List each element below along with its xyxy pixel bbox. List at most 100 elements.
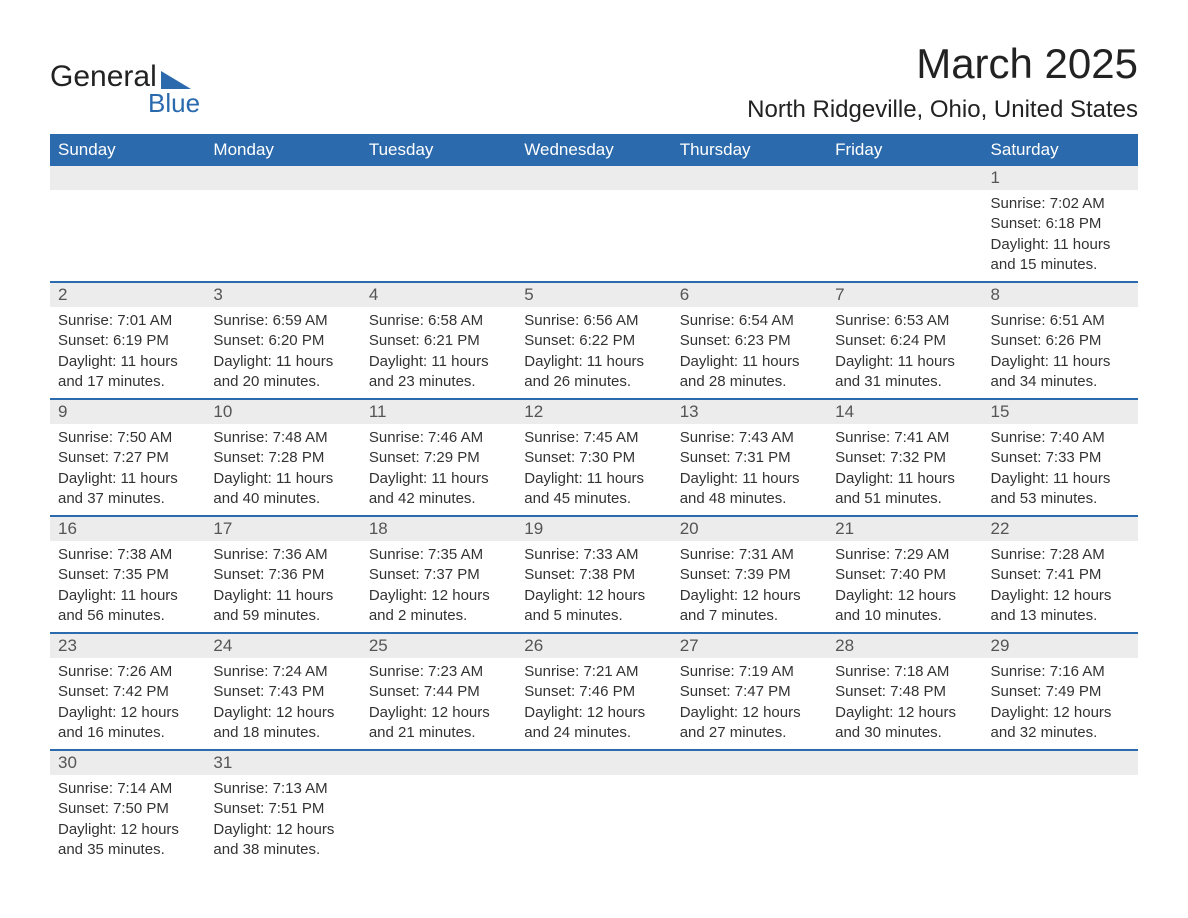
day-info-line: Sunset: 6:21 PM — [369, 331, 508, 351]
daynum-row: 16171819202122 — [50, 516, 1138, 541]
day-header: Sunday — [50, 134, 205, 166]
day-info-line: Daylight: 11 hours — [58, 586, 197, 606]
day-info-line: Sunrise: 7:23 AM — [369, 662, 508, 682]
day-number: 24 — [205, 634, 360, 658]
day-info-line: Daylight: 11 hours — [369, 352, 508, 372]
day-info-line: Sunrise: 7:14 AM — [58, 779, 197, 799]
day-number: 4 — [361, 283, 516, 307]
day-info-line: Sunrise: 6:56 AM — [524, 311, 663, 331]
day-info-line: Daylight: 11 hours — [991, 235, 1130, 255]
day-info-line: Daylight: 11 hours — [58, 469, 197, 489]
day-info-line — [835, 779, 974, 799]
day-info-line: Sunrise: 7:18 AM — [835, 662, 974, 682]
day-number: 28 — [827, 634, 982, 658]
day-info-line: Daylight: 12 hours — [369, 586, 508, 606]
day-number: 30 — [50, 751, 205, 775]
day-number: 11 — [361, 400, 516, 424]
week-row: Sunrise: 7:38 AMSunset: 7:35 PMDaylight:… — [50, 541, 1138, 633]
day-cell-content: Sunrise: 7:14 AMSunset: 7:50 PMDaylight:… — [50, 775, 205, 866]
day-cell-content — [827, 190, 982, 281]
day-cell-content: Sunrise: 7:46 AMSunset: 7:29 PMDaylight:… — [361, 424, 516, 515]
day-info-line — [835, 820, 974, 840]
day-info-line: Daylight: 11 hours — [991, 469, 1130, 489]
day-number: 16 — [50, 517, 205, 541]
day-info-line — [369, 840, 508, 860]
day-info-line: and 59 minutes. — [213, 606, 352, 626]
day-info-line — [835, 840, 974, 860]
daynum-row: 2345678 — [50, 282, 1138, 307]
day-number — [827, 166, 982, 190]
day-number: 29 — [983, 634, 1138, 658]
day-info-line — [524, 840, 663, 860]
day-info-line: Sunset: 7:30 PM — [524, 448, 663, 468]
day-info-line: and 56 minutes. — [58, 606, 197, 626]
day-info-line: and 38 minutes. — [213, 840, 352, 860]
day-info-line — [524, 194, 663, 214]
day-info-line: and 24 minutes. — [524, 723, 663, 743]
day-cell-content — [516, 190, 671, 281]
day-info-line: and 20 minutes. — [213, 372, 352, 392]
day-info-line — [680, 255, 819, 275]
day-info-line: Sunset: 7:51 PM — [213, 799, 352, 819]
day-number: 12 — [516, 400, 671, 424]
day-info-line: Sunset: 7:29 PM — [369, 448, 508, 468]
day-info-line: Sunrise: 6:53 AM — [835, 311, 974, 331]
day-info-line: Sunrise: 7:21 AM — [524, 662, 663, 682]
day-info-line: Daylight: 12 hours — [835, 586, 974, 606]
day-number: 15 — [983, 400, 1138, 424]
day-info-line: and 40 minutes. — [213, 489, 352, 509]
day-info-line: Sunrise: 6:59 AM — [213, 311, 352, 331]
day-number: 27 — [672, 634, 827, 658]
day-info-line: Sunrise: 7:31 AM — [680, 545, 819, 565]
day-info-line — [524, 799, 663, 819]
day-cell-content: Sunrise: 7:31 AMSunset: 7:39 PMDaylight:… — [672, 541, 827, 632]
day-number: 3 — [205, 283, 360, 307]
day-info-line: Daylight: 12 hours — [991, 703, 1130, 723]
day-info-line — [524, 214, 663, 234]
triangle-icon — [161, 71, 191, 89]
day-header: Monday — [205, 134, 360, 166]
day-info-line — [369, 214, 508, 234]
day-info-line: Sunset: 7:39 PM — [680, 565, 819, 585]
day-info-line — [369, 779, 508, 799]
day-info-line: Daylight: 12 hours — [524, 703, 663, 723]
day-info-line: and 34 minutes. — [991, 372, 1130, 392]
daynum-row: 1 — [50, 166, 1138, 190]
day-info-line: Sunrise: 7:43 AM — [680, 428, 819, 448]
day-cell-content: Sunrise: 7:01 AMSunset: 6:19 PMDaylight:… — [50, 307, 205, 398]
day-number: 22 — [983, 517, 1138, 541]
day-cell-content: Sunrise: 7:23 AMSunset: 7:44 PMDaylight:… — [361, 658, 516, 749]
day-number — [361, 751, 516, 775]
day-cell-content: Sunrise: 6:54 AMSunset: 6:23 PMDaylight:… — [672, 307, 827, 398]
day-info-line — [835, 255, 974, 275]
day-number: 8 — [983, 283, 1138, 307]
day-number: 14 — [827, 400, 982, 424]
day-info-line: Daylight: 11 hours — [835, 352, 974, 372]
day-number: 13 — [672, 400, 827, 424]
day-number — [672, 166, 827, 190]
day-cell-content: Sunrise: 7:19 AMSunset: 7:47 PMDaylight:… — [672, 658, 827, 749]
day-info-line: Sunrise: 7:48 AM — [213, 428, 352, 448]
day-info-line — [680, 820, 819, 840]
day-info-line: Daylight: 12 hours — [58, 820, 197, 840]
day-info-line: and 13 minutes. — [991, 606, 1130, 626]
day-info-line — [524, 235, 663, 255]
day-info-line — [213, 235, 352, 255]
day-cell-content — [205, 190, 360, 281]
day-info-line: Sunrise: 7:16 AM — [991, 662, 1130, 682]
day-info-line: and 53 minutes. — [991, 489, 1130, 509]
day-number — [205, 166, 360, 190]
day-info-line: and 31 minutes. — [835, 372, 974, 392]
day-info-line: Daylight: 11 hours — [524, 469, 663, 489]
day-info-line: Sunset: 7:28 PM — [213, 448, 352, 468]
day-cell-content: Sunrise: 7:13 AMSunset: 7:51 PMDaylight:… — [205, 775, 360, 866]
day-info-line: and 16 minutes. — [58, 723, 197, 743]
day-cell-content: Sunrise: 7:43 AMSunset: 7:31 PMDaylight:… — [672, 424, 827, 515]
day-info-line: Sunrise: 6:58 AM — [369, 311, 508, 331]
day-info-line: Sunset: 6:24 PM — [835, 331, 974, 351]
day-info-line — [58, 214, 197, 234]
calendar-table: Sunday Monday Tuesday Wednesday Thursday… — [50, 134, 1138, 866]
day-info-line — [524, 779, 663, 799]
day-info-line: Sunset: 7:43 PM — [213, 682, 352, 702]
day-cell-content: Sunrise: 6:51 AMSunset: 6:26 PMDaylight:… — [983, 307, 1138, 398]
